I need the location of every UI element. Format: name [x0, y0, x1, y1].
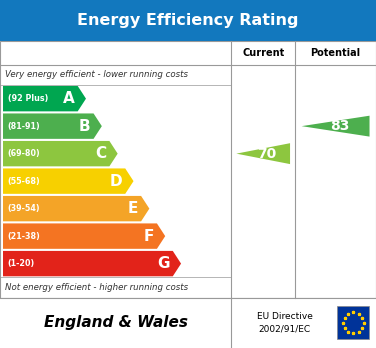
Polygon shape — [3, 113, 102, 139]
Text: Very energy efficient - lower running costs: Very energy efficient - lower running co… — [5, 70, 188, 79]
Text: (92 Plus): (92 Plus) — [8, 94, 48, 103]
Text: F: F — [144, 229, 154, 244]
Polygon shape — [237, 143, 290, 164]
Bar — [0, 0, 376, 41]
Text: 83: 83 — [330, 119, 349, 133]
Polygon shape — [3, 86, 86, 111]
Text: D: D — [110, 174, 122, 189]
Polygon shape — [302, 116, 370, 137]
Text: EU Directive
2002/91/EC: EU Directive 2002/91/EC — [257, 312, 313, 333]
Text: (39-54): (39-54) — [8, 204, 40, 213]
Bar — [0, 41, 376, 298]
Text: B: B — [79, 119, 91, 134]
Text: A: A — [63, 91, 75, 106]
Text: (55-68): (55-68) — [8, 177, 40, 185]
Text: C: C — [95, 146, 106, 161]
Text: (1-20): (1-20) — [8, 259, 35, 268]
Text: (69-80): (69-80) — [8, 149, 40, 158]
Text: E: E — [128, 201, 138, 216]
Polygon shape — [3, 196, 149, 221]
Polygon shape — [3, 251, 181, 276]
Text: G: G — [157, 256, 170, 271]
Bar — [0, 298, 376, 348]
Polygon shape — [3, 141, 118, 166]
Text: (21-38): (21-38) — [8, 232, 40, 240]
Text: England & Wales: England & Wales — [44, 315, 188, 330]
Text: Energy Efficiency Rating: Energy Efficiency Rating — [77, 13, 299, 28]
Polygon shape — [3, 223, 165, 249]
Text: 70: 70 — [257, 147, 277, 161]
Text: Not energy efficient - higher running costs: Not energy efficient - higher running co… — [5, 283, 188, 292]
Polygon shape — [3, 168, 133, 194]
Bar — [338, 306, 369, 339]
Text: (81-91): (81-91) — [8, 122, 40, 130]
Text: Current: Current — [242, 48, 284, 58]
Text: Potential: Potential — [311, 48, 361, 58]
